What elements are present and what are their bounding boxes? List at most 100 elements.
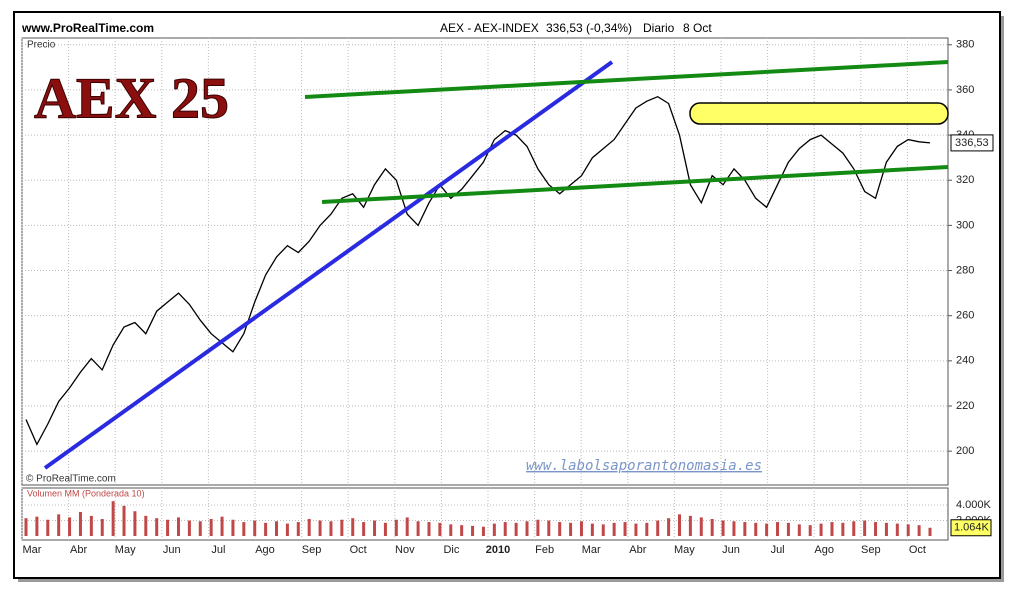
x-tick-label: Jul: [771, 544, 785, 556]
volume-bar: [133, 511, 137, 536]
volume-bar: [89, 515, 93, 536]
volume-bar: [24, 518, 28, 536]
volume-bar: [46, 519, 50, 536]
volume-bar: [340, 519, 344, 536]
volume-bar: [601, 524, 605, 536]
volume-bar: [242, 522, 246, 536]
volume-bar: [667, 518, 671, 536]
volume-bar: [471, 525, 475, 536]
volume-bar: [677, 514, 681, 536]
volume-bar: [786, 522, 790, 536]
volume-bar: [481, 526, 485, 536]
volume-bar: [220, 516, 224, 536]
x-tick-label: Jun: [163, 544, 181, 556]
volume-bar: [525, 521, 529, 536]
volume-bar: [830, 522, 834, 536]
volume-bar: [645, 522, 649, 536]
volume-bar: [503, 522, 507, 536]
volume-bar: [405, 517, 409, 536]
volume-bar: [776, 522, 780, 536]
volume-bar: [917, 525, 921, 536]
volume-panel: [21, 487, 949, 541]
price-line: [25, 95, 931, 446]
x-tick-label: Sep: [302, 544, 322, 556]
volume-bar: [514, 522, 518, 536]
channel-bottom: [321, 165, 949, 204]
volume-bar: [231, 519, 235, 536]
x-tick-label: Ago: [814, 544, 834, 556]
last-price-label: 336,53: [955, 137, 989, 149]
x-tick-label: Dic: [443, 544, 459, 556]
volume-bar: [176, 517, 180, 536]
volume-label: Volumen MM (Ponderada 10): [27, 488, 145, 498]
x-tick-label: Oct: [350, 544, 367, 556]
volume-bar: [699, 517, 703, 536]
period: Diario: [643, 21, 675, 35]
channel-top: [304, 60, 949, 99]
y-tick-label: 300: [956, 219, 974, 231]
volume-bar: [863, 520, 867, 536]
instrument: AEX - AEX-INDEX: [440, 21, 539, 35]
volume-bar: [743, 522, 747, 536]
x-tick-label: May: [115, 544, 136, 556]
volume-bar: [895, 523, 899, 536]
volume-bar: [460, 525, 464, 536]
x-tick-label: Sep: [861, 544, 881, 556]
site: www.ProRealTime.com: [21, 21, 154, 35]
volume-bar: [318, 520, 322, 536]
quote: 336,53 (-0,34%): [546, 21, 632, 35]
last-volume-box: [950, 519, 992, 537]
website[interactable]: www.labolsaporantonomasia.es: [526, 458, 762, 474]
volume-bar: [275, 521, 279, 536]
volume-bar: [427, 522, 431, 536]
volume-bar: [852, 521, 856, 536]
x-tick-label: Abr: [629, 544, 646, 556]
volume-bar: [623, 522, 627, 536]
volume-bar: [634, 523, 638, 536]
volume-bar: [383, 522, 387, 536]
x-tick-label: Jul: [211, 544, 225, 556]
volume-bar: [492, 523, 496, 536]
volume-bar: [438, 522, 442, 536]
volume-bar: [166, 519, 170, 536]
volume-bar: [547, 520, 551, 536]
y-tick-label: 280: [956, 264, 974, 276]
volume-bar: [808, 525, 812, 536]
volume-bar: [590, 523, 594, 536]
y-tick-label: 320: [956, 174, 974, 186]
volume-bar: [688, 515, 692, 536]
x-tick-label: 2010: [486, 544, 510, 556]
volume-bar: [874, 522, 878, 536]
volume-bar: [710, 518, 714, 536]
volume-bar: [416, 521, 420, 536]
x-tick-label: Oct: [909, 544, 926, 556]
x-tick-label: Nov: [395, 544, 415, 556]
volume-bar: [612, 522, 616, 536]
price-label: Precio: [27, 40, 56, 51]
x-tick-label: Abr: [70, 544, 87, 556]
x-tick-label: Jun: [722, 544, 740, 556]
x-tick-label: Ago: [255, 544, 275, 556]
volume-bar: [841, 522, 845, 536]
volume-bar: [797, 524, 801, 536]
volume-bar: [264, 522, 268, 536]
y-tick-label: 240: [956, 355, 974, 367]
volume-bar: [329, 521, 333, 536]
x-tick-label: Mar: [23, 544, 42, 556]
volume-bar: [122, 505, 126, 536]
volume-bar: [558, 522, 562, 536]
volume-bar: [362, 522, 366, 536]
y-tick-label: 260: [956, 310, 974, 322]
volume-bar: [144, 515, 148, 536]
volume-bar: [78, 512, 82, 536]
volume-bar: [351, 518, 355, 536]
volume-bar: [906, 524, 910, 536]
volume-bar: [394, 519, 398, 536]
y-tick-label: 220: [956, 400, 974, 412]
volume-bar: [209, 518, 213, 536]
volume-bar: [656, 520, 660, 536]
volume-bar: [569, 522, 573, 536]
x-tick-label: May: [674, 544, 695, 556]
volume-bar: [765, 523, 769, 536]
